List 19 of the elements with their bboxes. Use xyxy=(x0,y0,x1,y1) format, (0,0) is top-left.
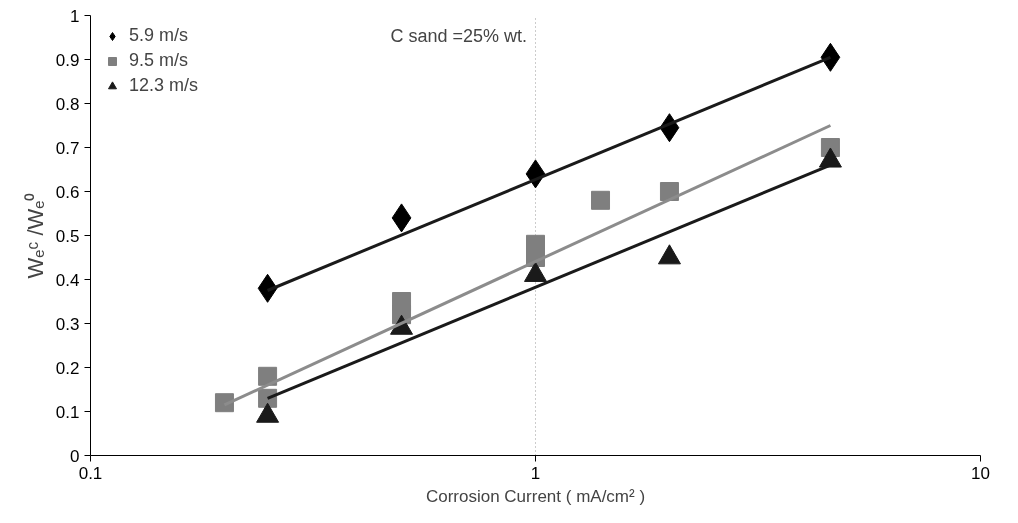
y-tick-label: 0.7 xyxy=(55,138,80,158)
y-tick-label: 1 xyxy=(70,6,80,26)
y-tick-label: 0 xyxy=(70,446,80,466)
y-tick-label: 0.2 xyxy=(55,358,80,378)
y-tick-label: 0.3 xyxy=(55,314,80,334)
x-tick-label: 1 xyxy=(530,463,541,483)
y-tick-label: 0.5 xyxy=(55,226,80,246)
y-tick-label: 0.8 xyxy=(55,94,80,114)
y-tick-label: 0.1 xyxy=(55,402,80,422)
y-axis-title: Wₑᶜ /Wₑ⁰ xyxy=(22,192,48,279)
x-tick-label: 10 xyxy=(971,463,990,483)
x-axis-title: Corrosion Current ( mA/cm² ) xyxy=(425,486,646,506)
y-tick-label: 0.9 xyxy=(55,50,80,70)
legend-label: 9.5 m/s xyxy=(129,50,189,71)
annotation: C sand =25% wt. xyxy=(390,25,528,46)
legend-label: 5.9 m/s xyxy=(129,25,189,46)
y-tick-label: 0.4 xyxy=(55,270,80,290)
y-tick-label: 0.6 xyxy=(55,182,80,202)
legend-label: 12.3 m/s xyxy=(129,75,199,96)
